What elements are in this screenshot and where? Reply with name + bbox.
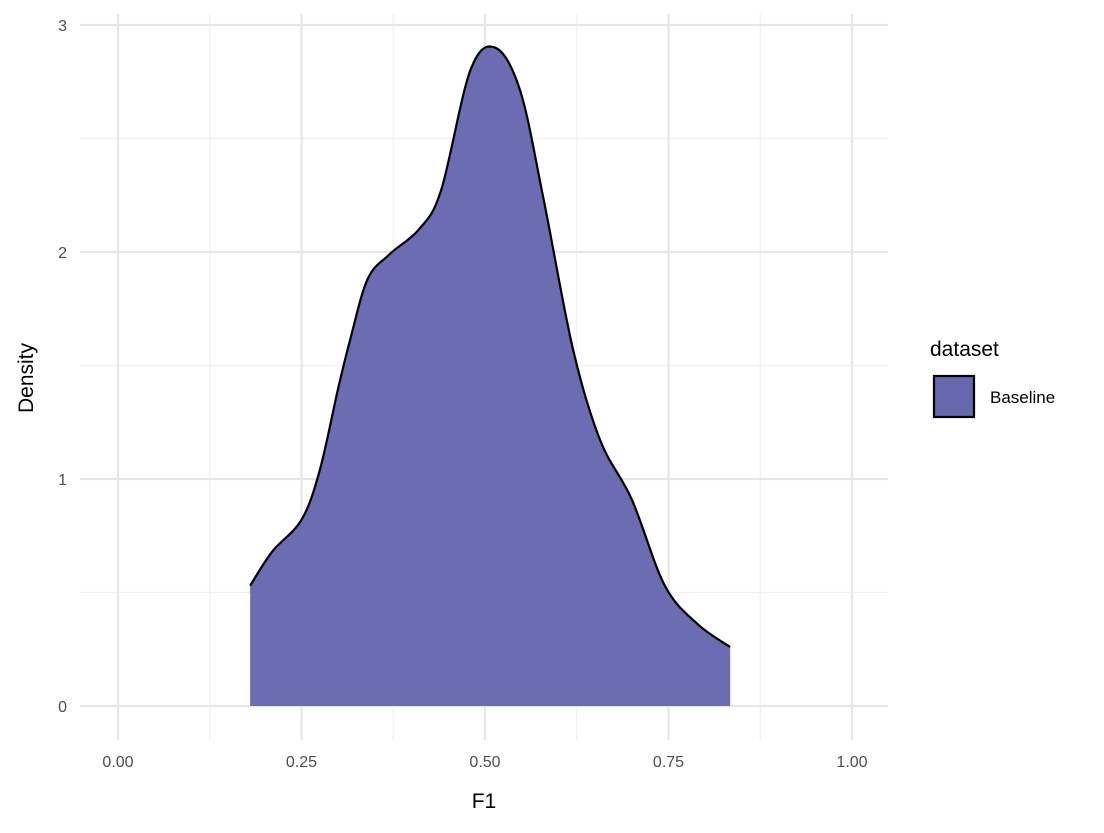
y-tick-label: 2	[58, 245, 67, 262]
x-tick-label: 0.50	[469, 754, 500, 771]
legend-label: Baseline	[990, 388, 1055, 407]
y-axis-label: Density	[15, 342, 38, 413]
density-area	[250, 46, 731, 706]
x-tick-label: 1.00	[836, 754, 867, 771]
legend-title: dataset	[930, 338, 999, 361]
legend-key	[932, 374, 976, 419]
y-tick-label: 1	[58, 472, 67, 489]
x-tick-label: 0.75	[653, 754, 684, 771]
x-tick-label: 0.00	[102, 754, 133, 771]
x-axis-label: F1	[472, 790, 497, 813]
x-tick-label: 0.25	[286, 754, 317, 771]
y-tick-label: 3	[58, 18, 67, 35]
density-outline	[249, 45, 731, 648]
y-tick-label: 0	[58, 699, 67, 716]
